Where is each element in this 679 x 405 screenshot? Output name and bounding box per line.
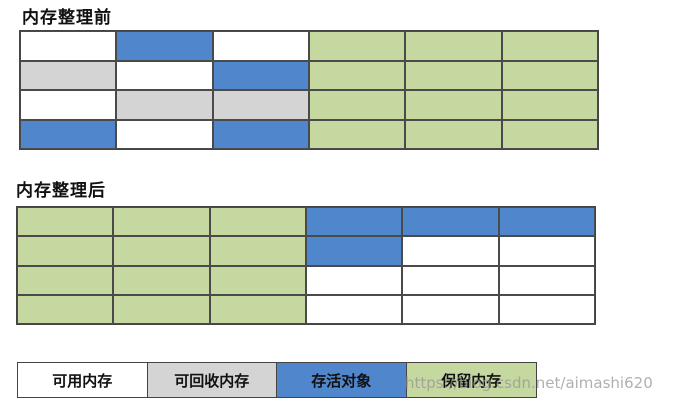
title-before-compaction: 内存整理前 xyxy=(22,8,112,28)
after-cell-free xyxy=(402,236,499,266)
before-cell-reserved xyxy=(309,90,406,120)
after-cell-reserved xyxy=(17,236,114,266)
after-cell-free xyxy=(402,294,499,324)
legend: 可用内存 可回收内存 存活对象 保留内存 xyxy=(17,362,537,398)
before-cell-garbage xyxy=(20,60,117,90)
before-cell-reserved xyxy=(501,90,598,120)
before-cell-reserved xyxy=(405,60,502,90)
before-cell-live xyxy=(212,60,309,90)
before-cell-reserved xyxy=(405,31,502,61)
before-cell-reserved xyxy=(405,90,502,120)
after-cell-free xyxy=(498,294,595,324)
before-cell-reserved xyxy=(309,60,406,90)
after-cell-reserved xyxy=(209,294,306,324)
before-cell-reserved xyxy=(309,31,406,61)
memory-grid-after xyxy=(16,206,596,325)
after-cell-reserved xyxy=(17,207,114,237)
legend-item-live: 存活对象 xyxy=(277,363,407,397)
before-cell-reserved xyxy=(309,119,406,149)
title-after-compaction: 内存整理后 xyxy=(16,181,106,201)
before-cell-free xyxy=(116,60,213,90)
memory-grid-before xyxy=(19,30,599,150)
after-cell-live xyxy=(402,207,499,237)
before-cell-live xyxy=(20,119,117,149)
after-cell-reserved xyxy=(113,207,210,237)
after-cell-free xyxy=(498,265,595,295)
before-cell-free xyxy=(20,31,117,61)
after-cell-free xyxy=(306,265,403,295)
legend-item-free: 可用内存 xyxy=(18,363,148,397)
after-cell-reserved xyxy=(113,236,210,266)
after-cell-reserved xyxy=(113,294,210,324)
after-cell-reserved xyxy=(17,265,114,295)
before-cell-live xyxy=(116,31,213,61)
before-cell-reserved xyxy=(501,31,598,61)
after-cell-live xyxy=(498,207,595,237)
after-cell-live xyxy=(306,207,403,237)
after-cell-reserved xyxy=(209,236,306,266)
before-cell-garbage xyxy=(116,90,213,120)
after-cell-reserved xyxy=(209,207,306,237)
before-cell-reserved xyxy=(405,119,502,149)
after-cell-free xyxy=(498,236,595,266)
legend-item-reserved: 保留内存 xyxy=(406,363,536,397)
before-cell-free xyxy=(20,90,117,120)
after-cell-live xyxy=(306,236,403,266)
before-cell-reserved xyxy=(501,119,598,149)
before-cell-free xyxy=(212,31,309,61)
after-cell-reserved xyxy=(17,294,114,324)
after-cell-reserved xyxy=(113,265,210,295)
before-cell-free xyxy=(116,119,213,149)
after-cell-reserved xyxy=(209,265,306,295)
legend-item-garbage: 可回收内存 xyxy=(147,363,277,397)
before-cell-garbage xyxy=(212,90,309,120)
before-cell-reserved xyxy=(501,60,598,90)
after-cell-free xyxy=(306,294,403,324)
before-cell-live xyxy=(212,119,309,149)
after-cell-free xyxy=(402,265,499,295)
